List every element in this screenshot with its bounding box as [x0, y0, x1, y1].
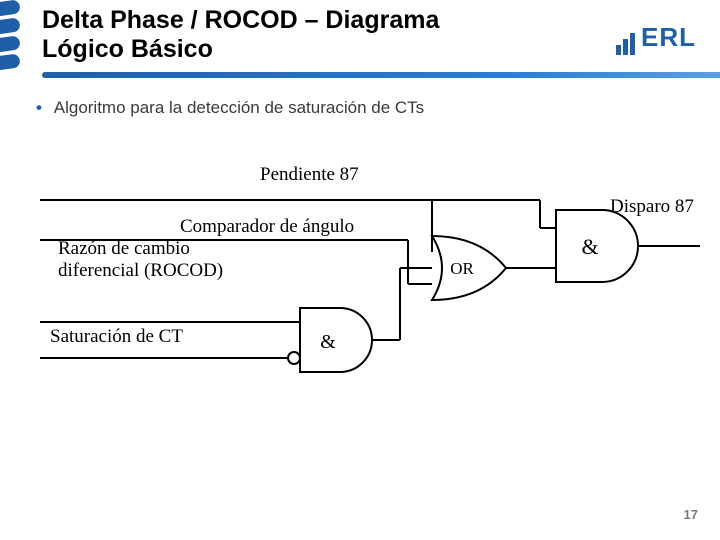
or-gate-label: OR: [450, 259, 474, 278]
logic-diagram: & OR & Pendiente 87 Comparador de ángulo…: [0, 140, 720, 400]
label-comparador: Comparador de ángulo: [180, 216, 354, 238]
and1-gate-label: &: [320, 331, 336, 353]
label-pendiente: Pendiente 87: [260, 164, 359, 186]
bullet-dot-icon: •: [36, 98, 42, 117]
title-line-2: Lógico Básico: [42, 35, 600, 64]
title-underline: [42, 72, 720, 78]
logo-text: ERL: [641, 22, 696, 52]
label-disparo: Disparo 87: [610, 196, 694, 218]
erl-logo: ERL: [616, 22, 696, 55]
label-rocod-line2: diferencial (ROCOD): [58, 260, 223, 281]
slide-title: Delta Phase / ROCOD – Diagrama Lógico Bá…: [42, 6, 600, 64]
and2-gate-label: &: [581, 234, 598, 259]
label-rocod-line1: Razón de cambio: [58, 238, 190, 259]
page-number: 17: [684, 507, 698, 522]
logo-bars-icon: [616, 24, 637, 55]
label-satct: Saturación de CT: [50, 326, 183, 348]
title-line-1: Delta Phase / ROCOD – Diagrama: [42, 6, 439, 34]
bullet-text: Algoritmo para la detección de saturació…: [54, 98, 424, 117]
decorative-left-bars: [0, 0, 36, 80]
label-rocod: Razón de cambio diferencial (ROCOD): [58, 238, 223, 282]
bullet-item: • Algoritmo para la detección de saturac…: [36, 98, 424, 118]
